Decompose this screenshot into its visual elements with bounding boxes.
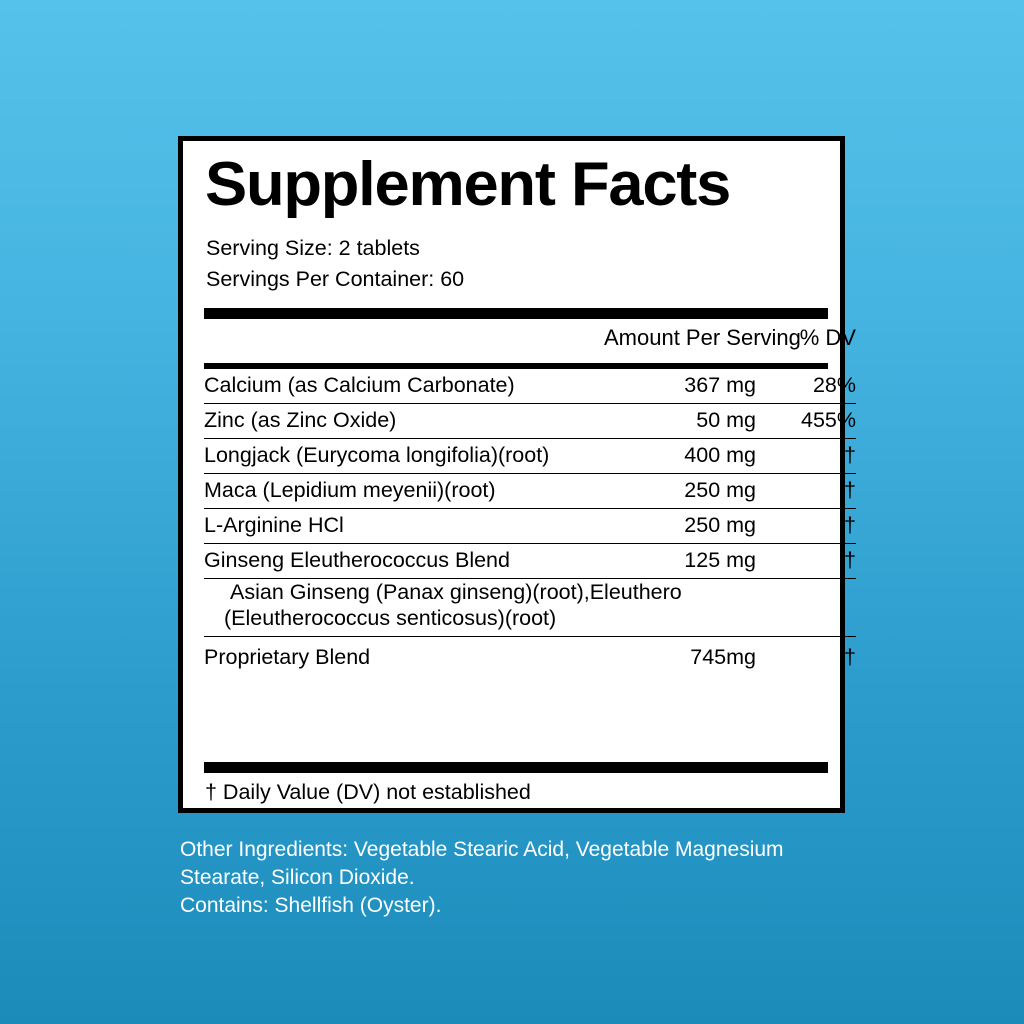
servings-per-container: Servings Per Container: 60 (206, 266, 465, 291)
row-amount: 745mg (690, 644, 756, 669)
serving-info: Serving Size: 2 tablets Servings Per Con… (203, 233, 820, 294)
divider-medium (204, 362, 828, 369)
outside-text-block: Other Ingredients: Vegetable Stearic Aci… (180, 836, 870, 920)
table-filler-row (204, 675, 856, 762)
table-row: Calcium (as Calcium Carbonate) 367 mg 28… (204, 368, 856, 404)
row-dv: † (844, 644, 856, 669)
page-title: Supplement Facts (205, 150, 731, 219)
header-amount: Amount Per Serving (604, 325, 801, 351)
row-name: L-Arginine HCl (204, 508, 604, 545)
row-dv: 455% (784, 403, 856, 439)
ingredient-table: Calcium (as Calcium Carbonate) 367 mg 28… (204, 368, 856, 762)
divider-thick-bottom (204, 761, 828, 773)
serving-size: Serving Size: 2 tablets (206, 236, 420, 260)
contains-allergen-text: Contains: Shellfish (Oyster). (180, 893, 442, 917)
blend-sub-ingredients: Asian Ginseng (Panax ginseng)(root),Eleu… (204, 578, 856, 637)
table-filler (204, 675, 856, 762)
row-name: Longjack (Eurycoma longifolia)(root) (204, 438, 604, 474)
header-name (204, 319, 604, 357)
row-amount: 250 mg (604, 508, 784, 545)
table-row: Maca (Lepidium meyenii)(root) 250 mg † (204, 473, 856, 510)
row-name: Calcium (as Calcium Carbonate) (204, 368, 604, 404)
header-dv: % DV (799, 325, 856, 351)
table-row: Zinc (as Zinc Oxide) 50 mg 455% (204, 403, 856, 439)
sub-ingredient-line: Asian Ginseng (Panax ginseng)(root),Eleu… (230, 580, 682, 605)
table-header-row: Amount Per Serving % DV (204, 319, 856, 357)
row-amount: 400 mg (604, 438, 784, 474)
other-ingredients-text: Other Ingredients: Vegetable Stearic Aci… (180, 838, 784, 889)
table-row: L-Arginine HCl 250 mg † (204, 508, 856, 545)
table-row: Longjack (Eurycoma longifolia)(root) 400… (204, 438, 856, 474)
row-amount: 125 mg (604, 543, 784, 580)
table-row-blend: Ginseng Eleutherococcus Blend 125 mg † (204, 543, 856, 580)
row-name-block: Ginseng Eleutherococcus Blend (204, 543, 604, 580)
table-row: Proprietary Blend 745mg † (204, 636, 856, 675)
daily-value-footnote: † Daily Value (DV) not established (205, 779, 531, 804)
divider-thick-top (204, 308, 828, 320)
row-amount: 250 mg (604, 473, 784, 510)
row-amount: 50 mg (604, 403, 784, 439)
row-dv: † (784, 438, 856, 474)
row-name: Proprietary Blend (204, 644, 371, 669)
row-dv: 28% (784, 368, 856, 404)
blend-sub-ingredients-row: Asian Ginseng (Panax ginseng)(root),Eleu… (204, 578, 856, 637)
row-dv: † (784, 543, 856, 580)
row-dv: † (784, 473, 856, 510)
row-dv: † (784, 508, 856, 545)
row-name: Maca (Lepidium meyenii)(root) (204, 473, 604, 510)
row-name: Zinc (as Zinc Oxide) (204, 403, 604, 439)
row-amount: 367 mg (604, 368, 784, 404)
row-name: Ginseng Eleutherococcus Blend (204, 548, 510, 573)
sub-ingredient-line: (Eleutherococcus senticosus)(root) (224, 606, 557, 631)
nutrition-table: Amount Per Serving % DV (204, 319, 856, 357)
supplement-facts-panel: Supplement Facts Serving Size: 2 tablets… (178, 136, 856, 813)
